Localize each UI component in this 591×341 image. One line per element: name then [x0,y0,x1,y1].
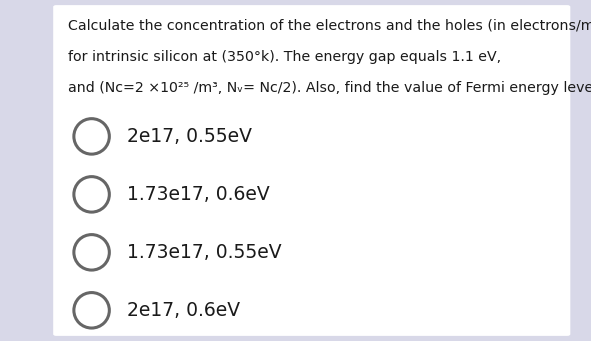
FancyBboxPatch shape [53,5,570,336]
Text: 2e17, 0.6eV: 2e17, 0.6eV [127,301,240,320]
Text: 1.73e17, 0.6eV: 1.73e17, 0.6eV [127,185,270,204]
Text: for intrinsic silicon at (350°k). The energy gap equals 1.1 eV,: for intrinsic silicon at (350°k). The en… [68,50,501,64]
Text: 2e17, 0.55eV: 2e17, 0.55eV [127,127,252,146]
Text: Calculate the concentration of the electrons and the holes (in electrons/m³): Calculate the concentration of the elect… [68,19,591,33]
Text: and (Nᴄ=2 ×10²⁵ /m³, Nᵥ= Nᴄ/2). Also, find the value of Fermi energy level.: and (Nᴄ=2 ×10²⁵ /m³, Nᵥ= Nᴄ/2). Also, fi… [68,81,591,95]
Text: 1.73e17, 0.55eV: 1.73e17, 0.55eV [127,243,282,262]
